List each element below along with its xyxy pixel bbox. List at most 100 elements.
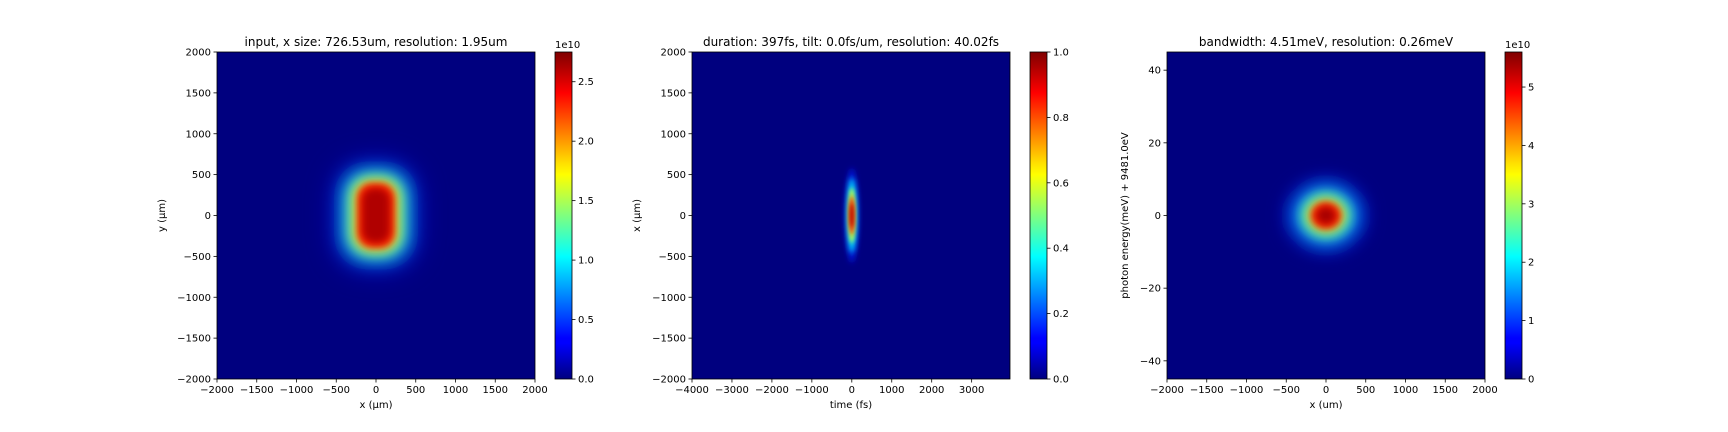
panel-title: bandwidth: 4.51meV, resolution: 0.26meV: [1199, 35, 1454, 49]
y-axis: −2000 −1500 −1000 −500 0 500 1000 1500 2000 y (μm…: [157, 48, 217, 386]
x-tick-label: 500: [406, 385, 425, 396]
y-tick-label: 0: [205, 211, 211, 222]
heatmap-image: [1167, 52, 1485, 379]
y-tick-label: 1500: [186, 88, 211, 99]
x-axis: −4000 −3000 −2000 −1000 0 1000 2000 3000 time (f…: [675, 379, 984, 411]
panel-input-xy: −2000 −1500 −1000 −500 0 500 1000 1500 2000 x (μm…: [157, 35, 594, 411]
colorbar-tick-label: 1.0: [578, 256, 594, 267]
colorbar-tick-label: 1.0: [1053, 48, 1069, 59]
colorbar-tick-label: 2.0: [578, 137, 594, 148]
y-tick-label: 0: [680, 211, 686, 222]
colorbar-tick-label: 3: [1528, 199, 1534, 210]
heatmap-image: [217, 52, 535, 379]
y-tick-label: −2000: [177, 375, 211, 386]
x-tick-label: 1000: [443, 385, 468, 396]
colorbar-gradient: [554, 51, 573, 380]
colorbar-offset-label: 1e10: [555, 40, 580, 51]
intensity-blob: [845, 168, 859, 263]
x-tick-label: 0: [373, 385, 379, 396]
y-axis: −2000 −1500 −1000 −500 0 500 1000 1500 2000 x (μm…: [632, 48, 692, 386]
x-tick-label: −2000: [1150, 385, 1184, 396]
x-tick-label: 1500: [483, 385, 508, 396]
colorbar: 0 1 2 3 4 5 1e10: [1504, 40, 1534, 386]
x-tick-label: −500: [323, 385, 350, 396]
y-tick-label: 2000: [186, 48, 211, 59]
colorbar-tick-label: 1: [1528, 316, 1534, 327]
x-tick-label: −500: [1273, 385, 1300, 396]
x-tick-label: −2000: [200, 385, 234, 396]
x-tick-label: 1000: [879, 385, 904, 396]
y-tick-label: −20: [1140, 284, 1161, 295]
panel-title: input, x size: 726.53um, resolution: 1.9…: [245, 35, 508, 49]
x-tick-label: −1000: [280, 385, 314, 396]
y-axis: −40 −20 0 20 40 photon energy(meV) + 9481.0eV: [1120, 66, 1167, 367]
x-tick-label: −2000: [755, 385, 789, 396]
y-tick-label: −2000: [652, 375, 686, 386]
y-tick-label: 40: [1148, 66, 1161, 77]
y-tick-label: 1000: [186, 129, 211, 140]
intensity-blob: [334, 161, 418, 270]
x-tick-label: 0: [849, 385, 855, 396]
x-tick-label: 1000: [1393, 385, 1418, 396]
colorbar: 0.0 0.5 1.0 1.5 2.0 2.5 1e10: [554, 40, 594, 386]
x-tick-label: 2000: [522, 385, 547, 396]
y-axis-label: x (μm): [632, 199, 643, 232]
x-tick-label: −3000: [715, 385, 749, 396]
colorbar-offset-label: 1e10: [1505, 40, 1530, 51]
x-axis: −2000 −1500 −1000 −500 0 500 1000 1500 2000 x (um…: [1150, 379, 1498, 411]
x-axis-label: time (fs): [830, 400, 872, 411]
colorbar-tick-label: 0.6: [1053, 178, 1069, 189]
x-tick-label: −1000: [1230, 385, 1264, 396]
y-tick-label: 1000: [661, 129, 686, 140]
y-tick-label: 2000: [661, 48, 686, 59]
intensity-blob: [1287, 181, 1365, 250]
y-axis-label: photon energy(meV) + 9481.0eV: [1120, 132, 1131, 299]
y-tick-label: −40: [1140, 356, 1161, 367]
colorbar-tick-label: 2.5: [578, 77, 594, 88]
y-tick-label: 500: [667, 170, 686, 181]
colorbar-tick-label: 1.5: [578, 196, 594, 207]
y-tick-label: 0: [1155, 211, 1161, 222]
x-tick-label: 2000: [919, 385, 944, 396]
colorbar-tick-label: 4: [1528, 141, 1534, 152]
colorbar-tick-label: 0.2: [1053, 309, 1069, 320]
x-tick-label: 500: [1356, 385, 1375, 396]
x-tick-label: −1000: [795, 385, 829, 396]
colorbar: 0.0 0.2 0.4 0.6 0.8 1.0: [1029, 48, 1069, 386]
y-tick-label: −500: [184, 252, 211, 263]
colorbar-tick-label: 0.8: [1053, 113, 1069, 124]
panel-title: duration: 397fs, tilt: 0.0fs/um, resolut…: [703, 35, 999, 49]
y-axis-label: y (μm): [157, 199, 168, 232]
y-tick-label: −1500: [652, 334, 686, 345]
y-tick-label: −500: [659, 252, 686, 263]
colorbar-tick-label: 0.0: [1053, 375, 1069, 386]
y-tick-label: 1500: [661, 88, 686, 99]
y-tick-label: −1000: [652, 293, 686, 304]
colorbar-tick-label: 0.4: [1053, 244, 1069, 255]
y-tick-label: −1000: [177, 293, 211, 304]
x-tick-label: −1500: [240, 385, 274, 396]
x-axis-label: x (μm): [359, 400, 392, 411]
x-tick-label: 2000: [1472, 385, 1497, 396]
heatmap-image: [692, 52, 1010, 379]
colorbar-tick-label: 5: [1528, 83, 1534, 94]
x-tick-label: 3000: [959, 385, 984, 396]
x-tick-label: 1500: [1433, 385, 1458, 396]
colorbar-gradient: [1029, 51, 1048, 380]
x-tick-label: 0: [1323, 385, 1329, 396]
x-axis: −2000 −1500 −1000 −500 0 500 1000 1500 2000 x (μm…: [200, 379, 548, 411]
colorbar-tick-label: 2: [1528, 258, 1534, 269]
y-tick-label: 500: [192, 170, 211, 181]
colorbar-tick-label: 0: [1528, 375, 1534, 386]
x-axis-label: x (um): [1310, 400, 1343, 411]
panel-duration-time-x: −4000 −3000 −2000 −1000 0 1000 2000 3000 time (f…: [632, 35, 1069, 411]
colorbar-tick-label: 0.0: [578, 375, 594, 386]
colorbar-tick-label: 0.5: [578, 315, 594, 326]
y-tick-label: −1500: [177, 334, 211, 345]
colorbar-gradient: [1504, 51, 1523, 380]
x-tick-label: −4000: [675, 385, 709, 396]
y-tick-label: 20: [1148, 138, 1161, 149]
x-tick-label: −1500: [1190, 385, 1224, 396]
